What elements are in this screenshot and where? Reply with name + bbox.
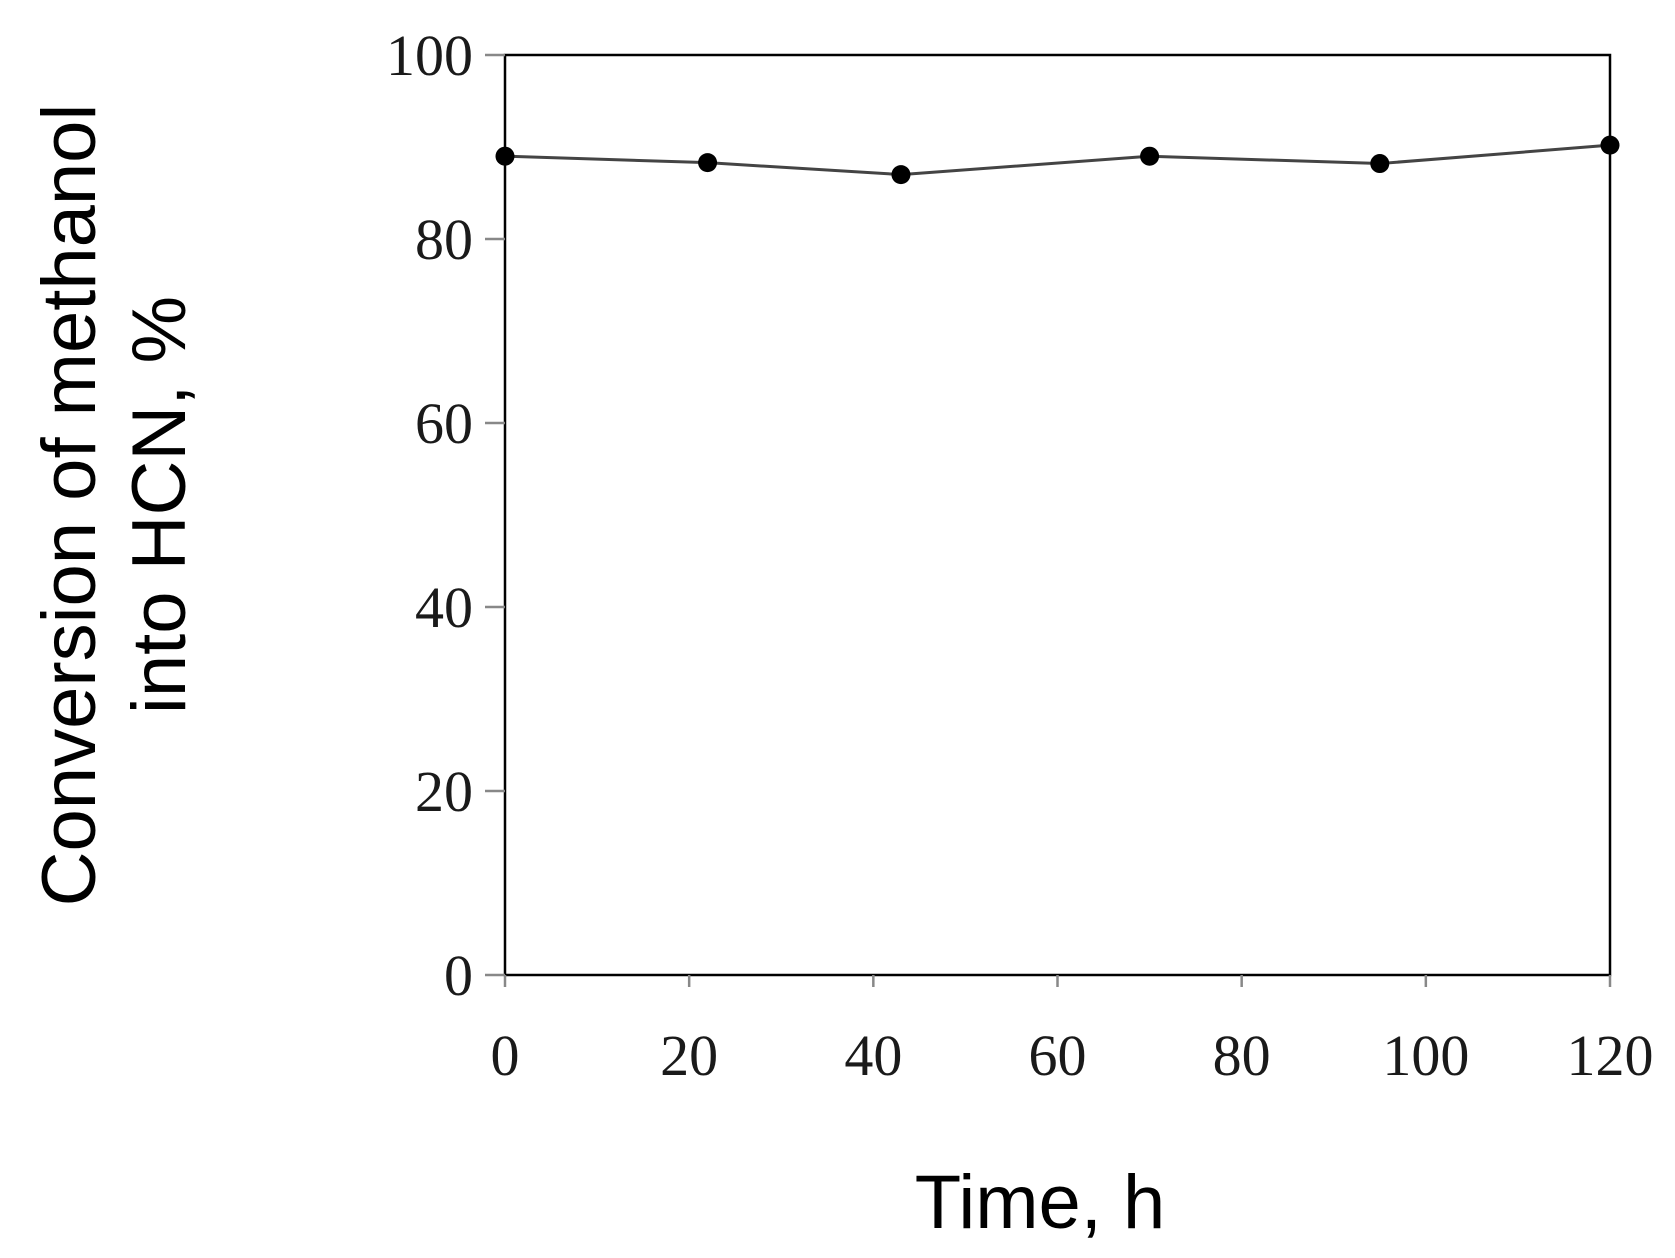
data-point — [891, 165, 911, 185]
data-point — [1600, 135, 1620, 155]
x-tick-label: 20 — [660, 1023, 718, 1088]
x-axis-title: Time, h — [915, 1160, 1166, 1245]
y-tick-label: 40 — [415, 575, 473, 640]
data-point — [495, 146, 515, 166]
plot-frame — [503, 53, 1612, 977]
y-tick-label: 60 — [415, 391, 473, 456]
y-axis-title-line-1: Conversion of methanol — [27, 104, 112, 907]
x-tick-label: 100 — [1382, 1023, 1469, 1088]
y-tick-label: 0 — [444, 943, 473, 1008]
y-tick-label: 20 — [415, 759, 473, 824]
data-point — [1370, 154, 1390, 174]
y-tick-label: 100 — [386, 23, 473, 88]
y-tick-label: 80 — [415, 207, 473, 272]
x-tick-label: 0 — [491, 1023, 520, 1088]
y-axis-title-line-2: into HCN, % — [117, 296, 202, 714]
x-tick-label: 40 — [844, 1023, 902, 1088]
data-point — [698, 153, 718, 173]
x-tick-label: 60 — [1029, 1023, 1087, 1088]
series-line — [504, 143, 1611, 177]
x-tick-label: 120 — [1567, 1023, 1654, 1088]
y-axis-title: Conversion of methanol into HCN, % — [27, 104, 202, 907]
x-tick-label: 80 — [1213, 1023, 1271, 1088]
data-point — [1140, 146, 1160, 166]
